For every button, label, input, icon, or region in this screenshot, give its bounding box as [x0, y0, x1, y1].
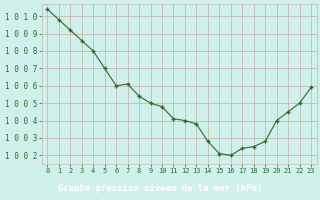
Text: Graphe pression niveau de la mer (hPa): Graphe pression niveau de la mer (hPa) [58, 184, 262, 193]
